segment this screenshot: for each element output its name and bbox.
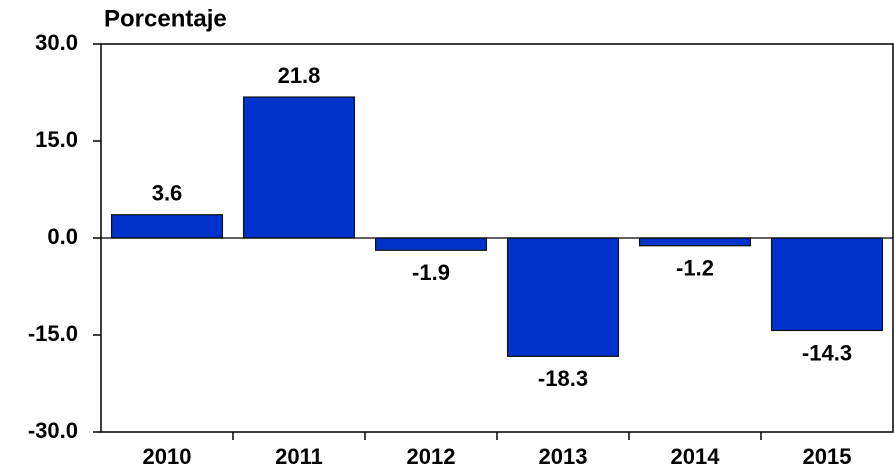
y-tick-label: -30.0: [28, 418, 78, 443]
bar: [242, 96, 356, 239]
bar: [770, 237, 884, 332]
value-label: 21.8: [278, 63, 321, 88]
y-tick-label: 30.0: [35, 30, 78, 55]
y-tick-label: -15.0: [28, 321, 78, 346]
y-tick-label: 15.0: [35, 127, 78, 152]
value-label: -1.2: [676, 256, 714, 281]
bar: [638, 237, 752, 247]
x-tick-label: 2014: [671, 444, 721, 469]
y-axis-title: Porcentaje: [104, 5, 227, 32]
x-tick-label: 2015: [803, 444, 852, 469]
bar: [506, 237, 620, 357]
value-label: -14.3: [802, 340, 852, 365]
bar: [374, 237, 488, 251]
value-label: 3.6: [152, 181, 183, 206]
x-tick-label: 2010: [143, 444, 192, 469]
x-tick-label: 2011: [275, 444, 323, 469]
value-label: -18.3: [538, 366, 588, 391]
value-label: -1.9: [412, 260, 450, 285]
y-tick-label: 0.0: [47, 224, 78, 249]
x-tick-label: 2013: [539, 444, 588, 469]
x-tick-label: 2012: [407, 444, 456, 469]
bar: [110, 214, 224, 239]
